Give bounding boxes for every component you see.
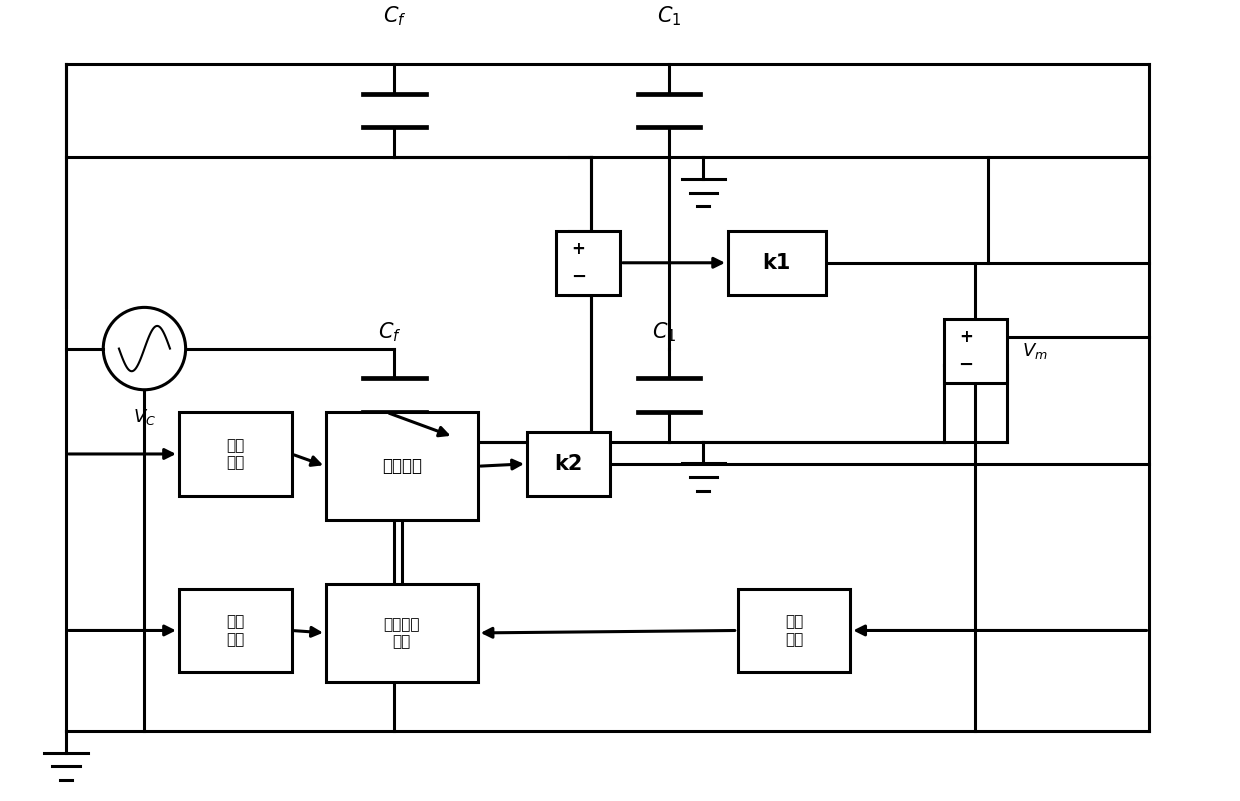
Bar xyxy=(179,413,291,496)
Text: $C_1$: $C_1$ xyxy=(657,4,681,28)
Bar xyxy=(179,589,291,672)
Text: −: − xyxy=(570,268,587,286)
Bar xyxy=(527,432,610,496)
Text: $C_1$: $C_1$ xyxy=(652,320,676,344)
Text: $C_f$: $C_f$ xyxy=(383,4,407,28)
Bar xyxy=(944,319,1007,383)
Bar xyxy=(326,584,477,682)
Text: k1: k1 xyxy=(763,253,791,273)
Bar xyxy=(557,231,620,295)
Text: −: − xyxy=(959,356,973,374)
Text: +: + xyxy=(959,328,973,346)
Text: 最陡梯度
算法: 最陡梯度 算法 xyxy=(383,617,420,649)
Text: $V_C$: $V_C$ xyxy=(133,408,156,428)
Text: +: + xyxy=(572,239,585,258)
Bar xyxy=(738,589,851,672)
Text: $C_f$: $C_f$ xyxy=(378,320,402,344)
Bar xyxy=(326,413,477,520)
Text: 带通
滤波: 带通 滤波 xyxy=(785,614,804,646)
Text: k2: k2 xyxy=(554,454,583,473)
Text: 带通
滤波: 带通 滤波 xyxy=(226,438,244,470)
Text: 带通
滤波: 带通 滤波 xyxy=(226,614,244,646)
Bar xyxy=(728,231,826,295)
Text: 增益调节: 增益调节 xyxy=(382,457,422,475)
Text: $V_m$: $V_m$ xyxy=(1022,341,1048,361)
